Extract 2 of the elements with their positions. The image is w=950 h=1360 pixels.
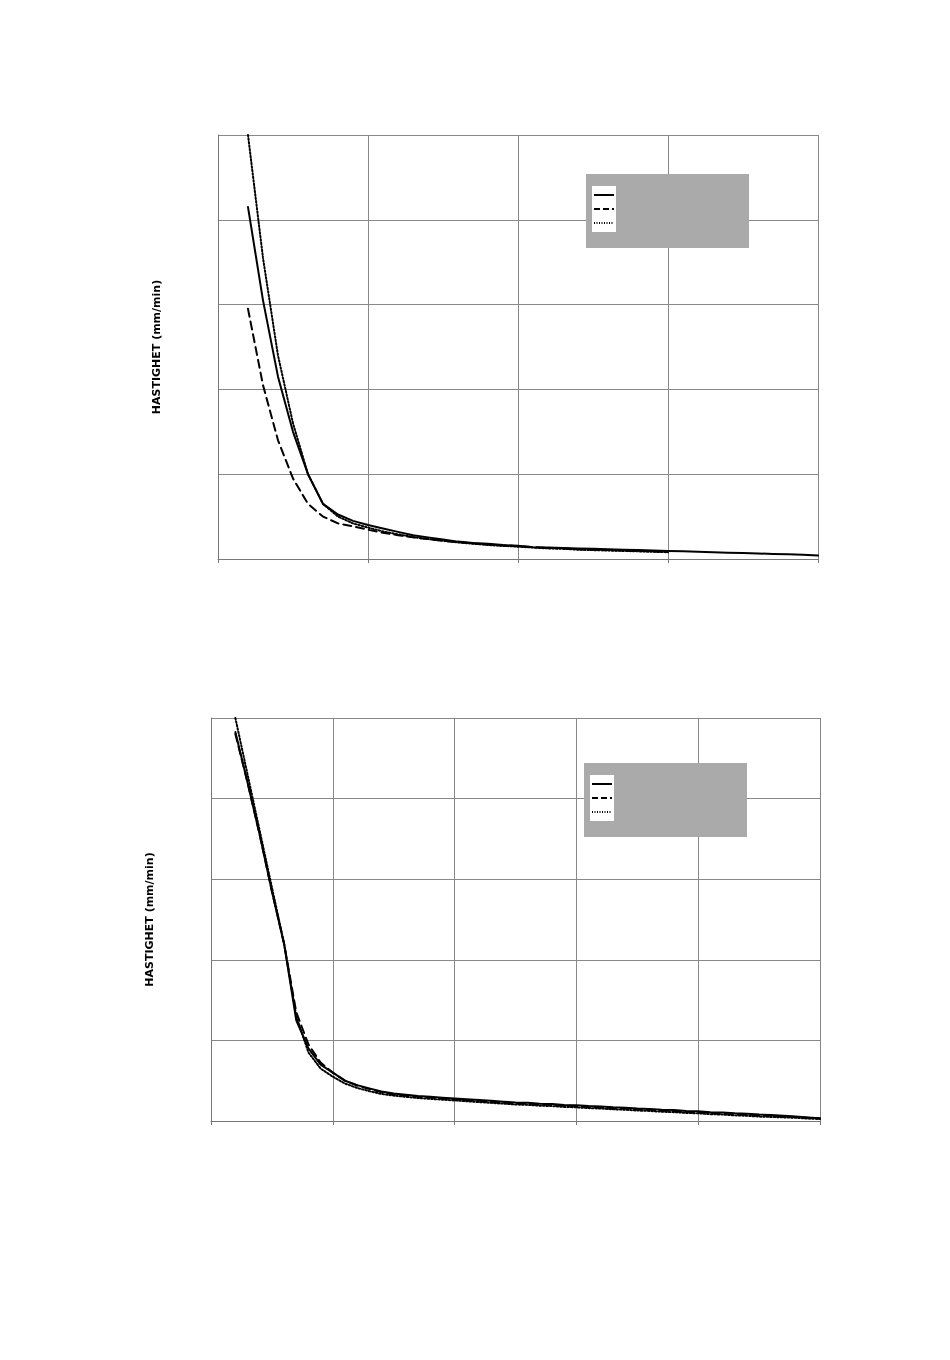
y-axis-title: HASTIGHET (mm/min) bbox=[143, 852, 156, 987]
y-axis-title: HASTIGHET (mm/min) bbox=[150, 279, 163, 415]
